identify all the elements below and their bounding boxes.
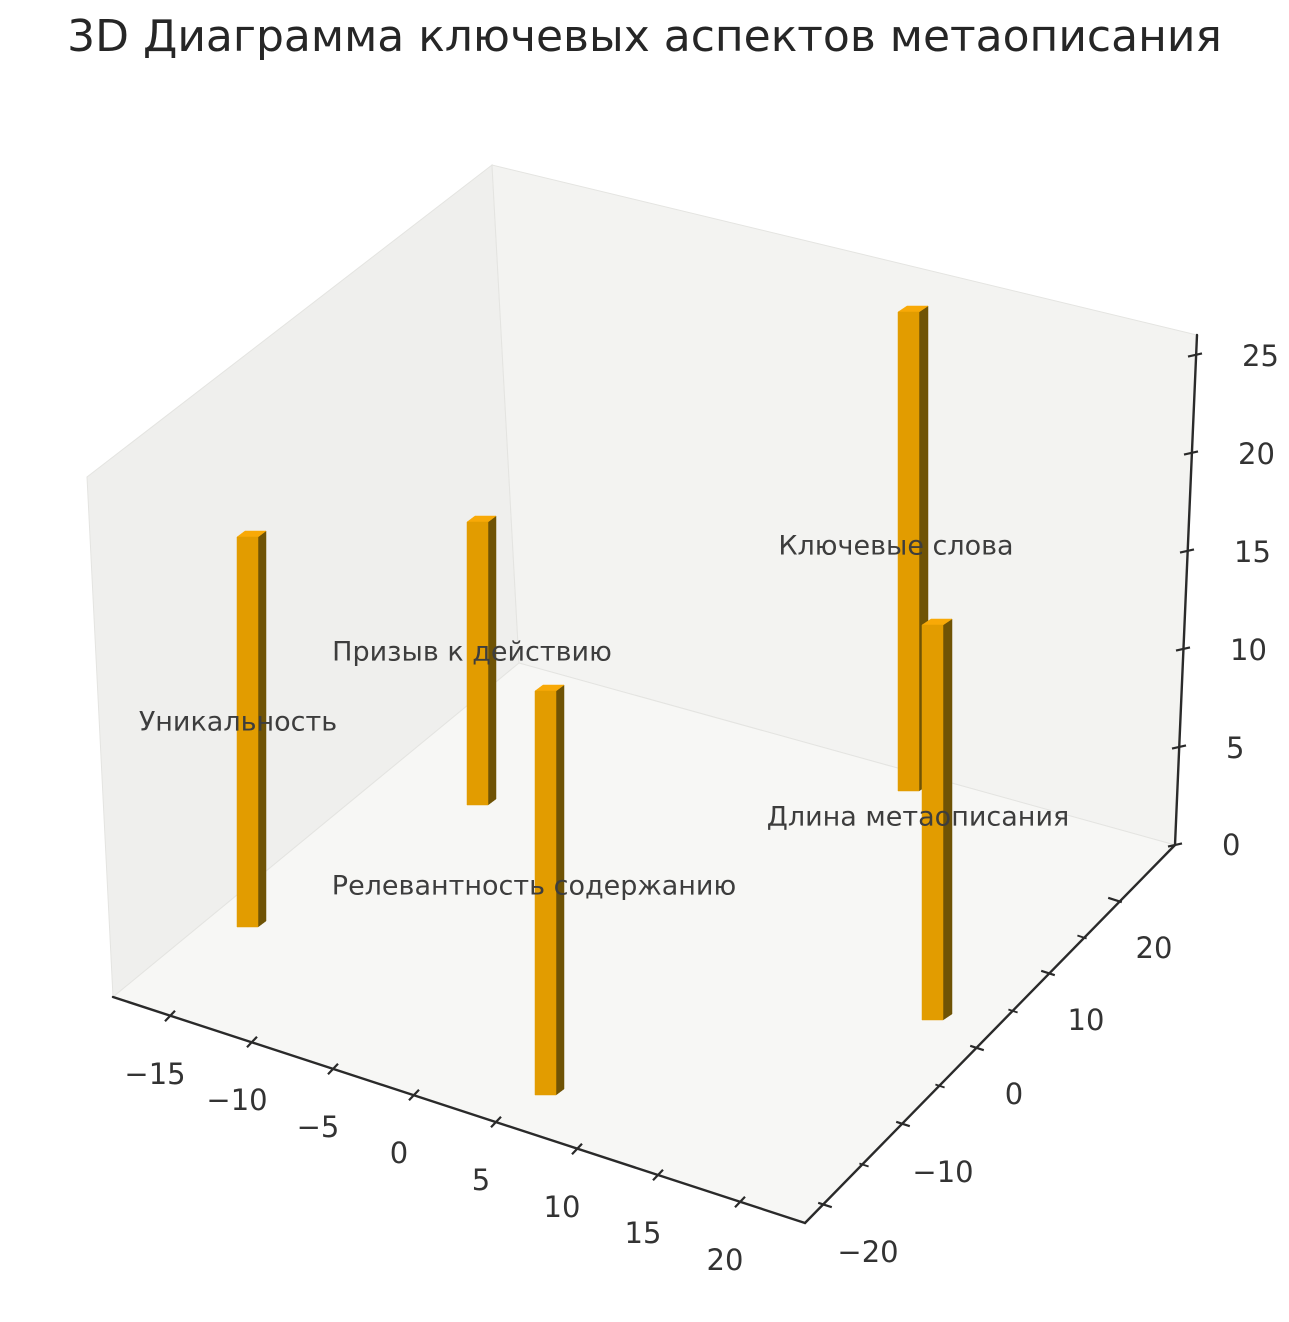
bar-front-face — [236, 536, 259, 928]
x-tick-mark — [408, 1088, 420, 1102]
x-axis-line — [111, 995, 807, 1225]
z-tick-mark — [1175, 646, 1191, 652]
z-tick-mark — [1167, 842, 1183, 848]
y-minor-tick-mark — [935, 1083, 945, 1089]
bar-front-face — [466, 521, 489, 806]
z-axis-line — [1173, 333, 1199, 847]
bar-front-face — [921, 624, 944, 1021]
bar-3d — [466, 515, 497, 806]
y-tick-label: −20 — [837, 1235, 898, 1269]
x-tick-mark — [164, 1009, 176, 1023]
z-tick-mark — [1183, 450, 1199, 456]
x-tick-label: −5 — [297, 1110, 340, 1144]
bar-label: Ключевые слова — [778, 531, 1013, 562]
x-tick-label: 15 — [625, 1216, 662, 1250]
x-tick-mark — [734, 1195, 746, 1209]
bar-label: Уникальность — [139, 707, 337, 738]
z-tick-mark — [1179, 548, 1195, 554]
bar-label: Релевантность содержанию — [332, 871, 736, 902]
z-tick-label: 20 — [1238, 437, 1275, 471]
z-tick-label: 25 — [1242, 339, 1279, 373]
bar-3d — [534, 684, 565, 1096]
x-tick-mark — [652, 1168, 664, 1182]
y-tick-label: 0 — [1005, 1077, 1023, 1111]
z-tick-label: 10 — [1230, 633, 1267, 667]
y-axis-line — [803, 843, 1177, 1225]
z-tick-label: 15 — [1234, 535, 1271, 569]
x-tick-label: 20 — [707, 1243, 744, 1277]
x-tick-label: 10 — [544, 1190, 581, 1224]
x-tick-label: 0 — [390, 1136, 408, 1170]
bar-3d — [236, 530, 267, 928]
y-tick-label: −10 — [912, 1155, 973, 1189]
bar-label: Призыв к действию — [332, 637, 612, 668]
x-tick-label: 5 — [472, 1163, 490, 1197]
x-tick-mark — [571, 1142, 583, 1156]
y-tick-label: 20 — [1136, 931, 1173, 965]
x-tick-label: −15 — [124, 1057, 185, 1091]
z-tick-label: 5 — [1226, 731, 1244, 765]
bar-front-face — [897, 311, 920, 792]
y-tick-mark — [1107, 896, 1123, 904]
y-tick-mark — [1040, 969, 1056, 977]
x-tick-label: −10 — [206, 1083, 267, 1117]
y-tick-label: 10 — [1068, 1003, 1105, 1037]
bar-label: Длина метаописания — [767, 802, 1069, 833]
z-tick-mark — [1171, 744, 1187, 750]
y-minor-tick-mark — [859, 1162, 869, 1168]
x-tick-mark — [246, 1035, 258, 1049]
z-tick-mark — [1187, 352, 1203, 358]
x-tick-mark — [490, 1115, 502, 1129]
y-tick-mark — [817, 1201, 833, 1209]
chart-title: 3D Диаграмма ключевых аспектов метаописа… — [67, 11, 1222, 62]
z-tick-label: 0 — [1222, 828, 1240, 862]
y-minor-tick-mark — [1077, 934, 1087, 940]
y-minor-tick-mark — [1008, 1008, 1018, 1014]
y-tick-mark — [969, 1044, 985, 1052]
bar-front-face — [534, 690, 557, 1096]
bar-3d — [921, 618, 953, 1021]
x-tick-mark — [327, 1062, 339, 1076]
y-tick-mark — [895, 1120, 911, 1128]
